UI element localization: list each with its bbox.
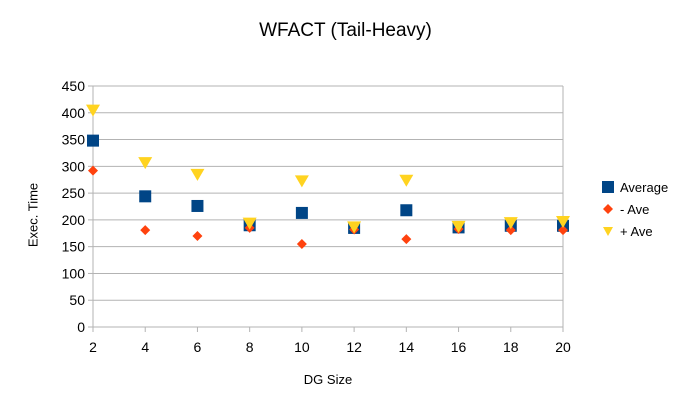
chart-title: WFACT (Tail-Heavy)	[259, 20, 432, 41]
x-tick-label: 6	[194, 339, 202, 355]
x-tick-label: 2	[89, 339, 97, 355]
data-point-plus-ave	[347, 221, 362, 234]
data-point-minus-ave	[558, 225, 568, 236]
x-tick-label: 14	[399, 339, 415, 355]
data-point-plus-ave	[451, 220, 466, 233]
y-tick-label: 450	[62, 78, 86, 94]
legend: Average - Ave + Ave	[602, 176, 668, 242]
x-tick-label: 10	[294, 339, 310, 355]
x-tick-label: 8	[246, 339, 254, 355]
data-point-average	[295, 206, 308, 219]
data-point-plus-ave	[242, 217, 257, 230]
x-tick-label: 16	[451, 339, 467, 355]
y-tick-label: 50	[69, 292, 85, 308]
data-point-average	[191, 199, 204, 212]
data-point-minus-ave	[505, 225, 516, 236]
x-tick-label: 4	[141, 339, 149, 355]
data-point-minus-ave	[401, 234, 412, 245]
data-point-average	[87, 134, 99, 147]
data-point-plus-ave	[399, 174, 414, 187]
x-tick-label: 12	[346, 339, 362, 355]
y-tick-label: 0	[77, 319, 85, 335]
legend-label: Average	[620, 179, 669, 195]
y-tick-label: 100	[62, 265, 86, 281]
data-point-plus-ave	[138, 157, 153, 170]
legend-item-plus-ave: + Ave	[602, 220, 668, 242]
legend-item-average: Average	[602, 176, 668, 198]
data-point-average	[139, 190, 152, 203]
data-point-plus-ave	[503, 217, 518, 230]
data-point-minus-ave	[140, 225, 151, 236]
x-axis-label: DG Size	[303, 372, 353, 387]
data-point-minus-ave	[88, 165, 98, 176]
legend-triangle-marker-icon	[603, 227, 613, 236]
y-tick-label: 150	[62, 239, 86, 255]
legend-label: + Ave	[620, 223, 653, 239]
legend-square-marker-icon	[602, 181, 614, 193]
data-point-minus-ave	[296, 238, 307, 249]
y-tick-label: 350	[62, 132, 86, 148]
y-tick-label: 400	[62, 105, 86, 121]
data-point-plus-ave	[190, 168, 205, 181]
y-tick-label: 200	[62, 212, 86, 228]
data-point-plus-ave	[294, 175, 309, 188]
data-point-plus-ave	[556, 216, 570, 229]
y-tick-label: 300	[62, 158, 86, 174]
data-point-minus-ave	[192, 230, 203, 241]
data-point-plus-ave	[86, 104, 100, 117]
legend-item-minus-ave: - Ave	[602, 198, 668, 220]
y-axis-label: Exec. Time	[25, 182, 41, 248]
data-point-average	[400, 204, 413, 217]
x-tick-label: 18	[503, 339, 519, 355]
legend-label: - Ave	[620, 201, 650, 217]
y-tick-label: 250	[62, 185, 86, 201]
legend-diamond-marker-icon	[603, 204, 613, 214]
x-tick-label: 20	[555, 339, 571, 355]
